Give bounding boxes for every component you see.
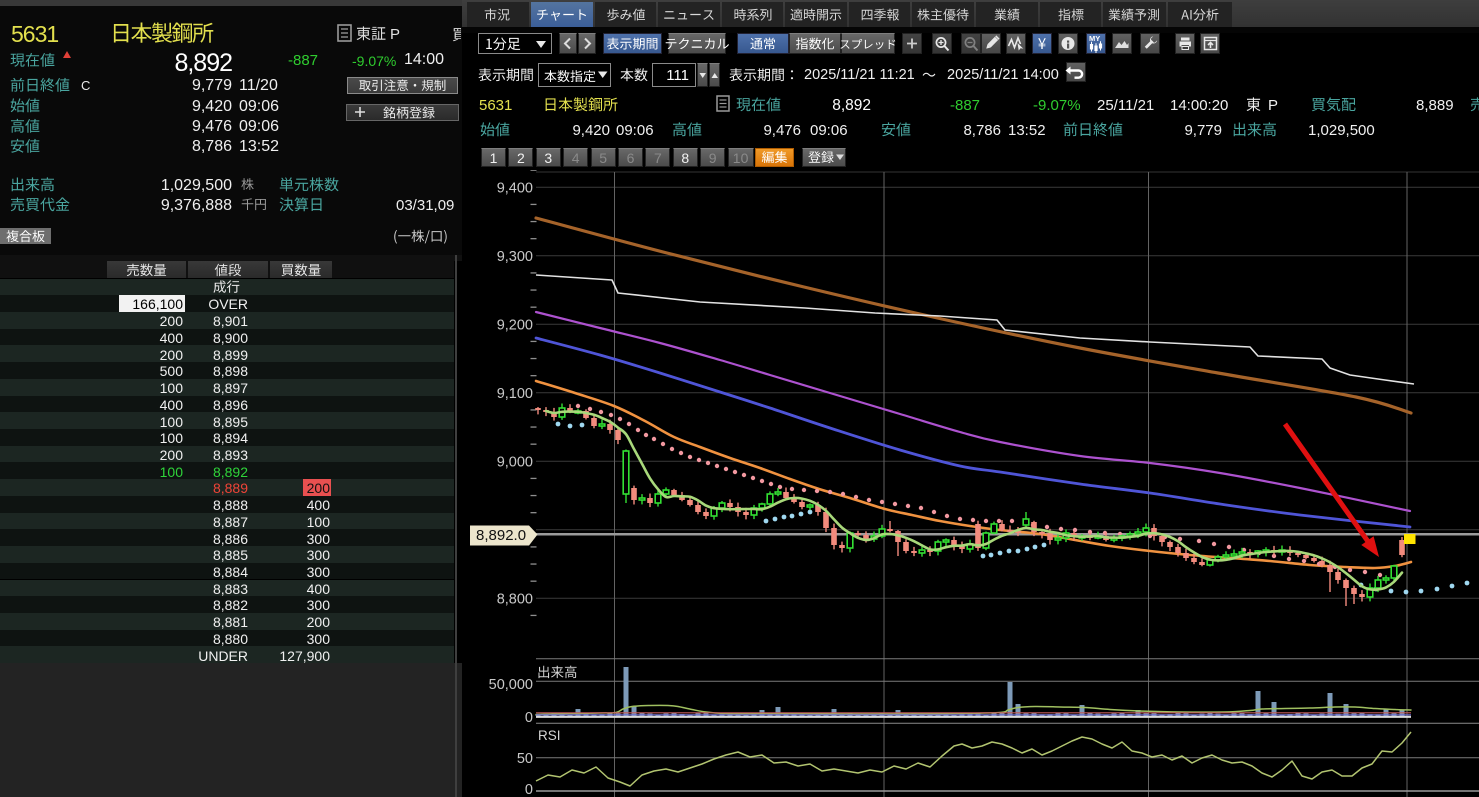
svg-text:RSI: RSI bbox=[538, 728, 561, 743]
svg-text:9,000: 9,000 bbox=[497, 454, 533, 470]
svg-text:9,300: 9,300 bbox=[497, 249, 533, 265]
svg-text:0: 0 bbox=[525, 710, 533, 726]
svg-text:50: 50 bbox=[517, 751, 533, 767]
svg-text:9,400: 9,400 bbox=[497, 180, 533, 196]
svg-text:8,800: 8,800 bbox=[497, 591, 533, 607]
svg-text:50,000: 50,000 bbox=[489, 677, 533, 693]
svg-text:0: 0 bbox=[525, 782, 533, 797]
svg-text:9,200: 9,200 bbox=[497, 317, 533, 333]
svg-text:8,892.0: 8,892.0 bbox=[476, 527, 526, 544]
svg-text:9,100: 9,100 bbox=[497, 386, 533, 402]
